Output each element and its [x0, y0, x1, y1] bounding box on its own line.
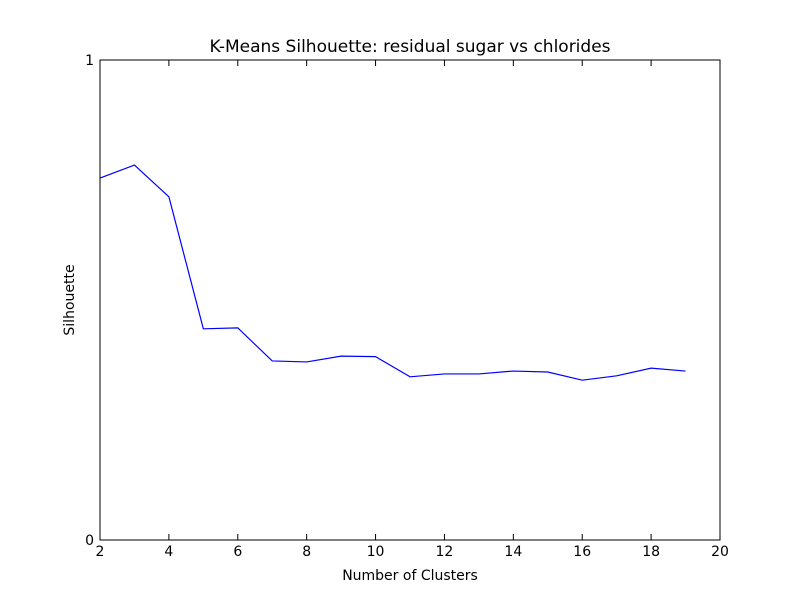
x-tick-label: 18	[642, 544, 660, 560]
x-tick-label: 4	[164, 544, 173, 560]
y-tick-label: 0	[85, 533, 94, 549]
x-axis-label: Number of Clusters	[342, 568, 478, 584]
data-line	[99, 164, 686, 381]
x-tick-label: 10	[367, 544, 385, 560]
x-tick-label: 16	[573, 544, 591, 560]
x-tick-label: 6	[233, 544, 242, 560]
x-tick-label: 8	[302, 544, 311, 560]
x-tick-label: 14	[504, 544, 522, 560]
chart-title: K-Means Silhouette: residual sugar vs ch…	[209, 37, 610, 57]
plot-frame	[99, 59, 721, 541]
y-tick-label: 1	[85, 53, 94, 69]
x-tick-label: 12	[436, 544, 454, 560]
x-tick-label: 2	[96, 544, 105, 560]
x-tick-label: 20	[711, 544, 729, 560]
y-axis-label: Silhouette	[62, 264, 78, 335]
